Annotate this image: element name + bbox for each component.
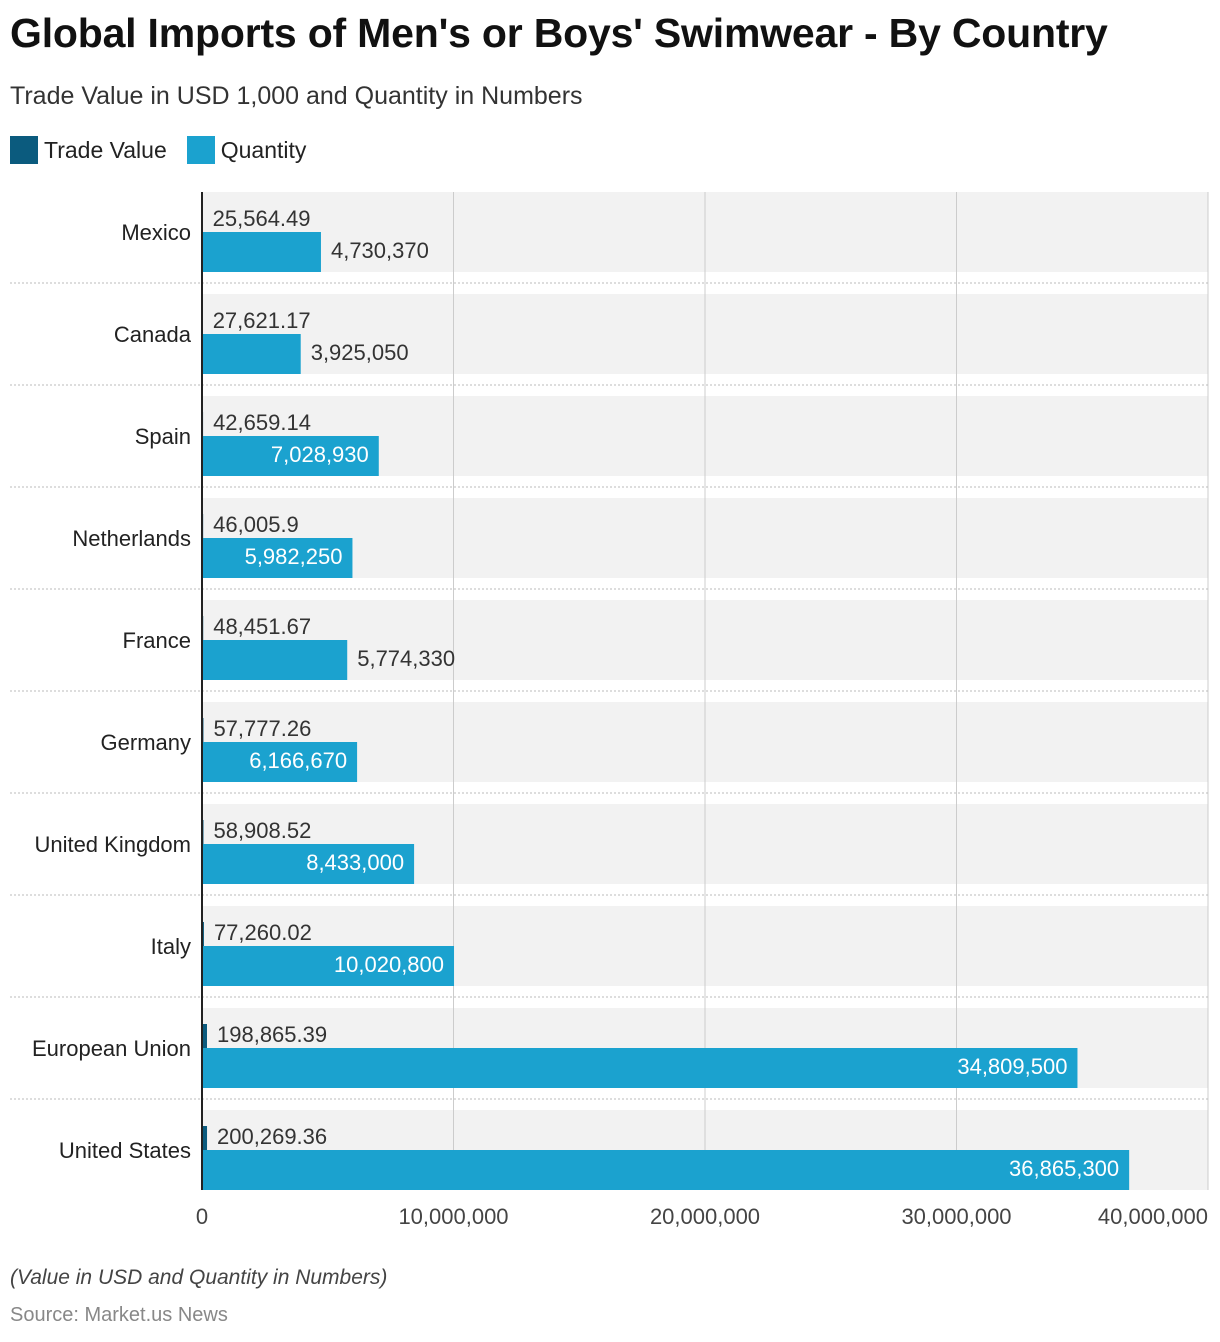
legend-item-quantity: Quantity	[186, 136, 307, 164]
category-label: Netherlands	[72, 526, 191, 551]
category-label: Italy	[151, 934, 191, 959]
trade-value-label: 200,269.36	[217, 1124, 327, 1149]
x-tick-label: 0	[196, 1204, 208, 1229]
legend-item-trade-value: Trade Value	[10, 136, 167, 164]
trade-value-label: 58,908.52	[213, 818, 311, 843]
x-tick-label: 20,000,000	[650, 1204, 760, 1229]
quantity-bar	[202, 946, 455, 986]
chart-source: Source: Market.us News	[10, 1304, 228, 1326]
quantity-label: 5,774,330	[357, 646, 455, 671]
trade-value-label: 25,564.49	[213, 206, 311, 231]
quantity-label: 36,865,300	[1009, 1156, 1119, 1181]
trade-value-label: 77,260.02	[214, 920, 312, 945]
quantity-label: 34,809,500	[957, 1054, 1067, 1079]
legend-swatch-quantity	[186, 136, 215, 164]
category-label: France	[123, 628, 191, 653]
legend-swatch-trade-value	[10, 136, 38, 164]
quantity-label: 4,730,370	[331, 238, 429, 263]
category-label: Canada	[114, 322, 192, 347]
category-label: Mexico	[121, 220, 191, 245]
quantity-bar	[202, 844, 415, 884]
trade-value-label: 48,451.67	[213, 614, 311, 639]
legend: Trade Value Quantity	[10, 136, 326, 164]
category-label: European Union	[32, 1036, 191, 1061]
trade-value-label: 46,005.9	[213, 512, 299, 537]
quantity-label: 10,020,800	[334, 952, 444, 977]
quantity-label: 3,925,050	[311, 340, 409, 365]
quantity-bar	[202, 742, 358, 782]
quantity-bar	[202, 232, 321, 272]
quantity-label: 7,028,930	[271, 442, 369, 467]
quantity-bar	[202, 334, 301, 374]
trade-value-bar	[202, 1024, 208, 1059]
chart-note: (Value in USD and Quantity in Numbers)	[10, 1266, 388, 1289]
chart-subtitle: Trade Value in USD 1,000 and Quantity in…	[10, 82, 583, 110]
trade-value-label: 27,621.17	[213, 308, 311, 333]
legend-label-quantity: Quantity	[220, 136, 307, 163]
quantity-bar	[202, 640, 348, 680]
quantity-bar	[202, 1048, 1078, 1088]
quantity-bar	[202, 1150, 1130, 1190]
quantity-label: 8,433,000	[306, 850, 404, 875]
trade-value-bar	[202, 1126, 208, 1161]
x-tick-label: 10,000,000	[398, 1204, 508, 1229]
category-label: United Kingdom	[34, 832, 191, 857]
trade-value-label: 42,659.14	[213, 410, 311, 435]
category-label: Spain	[135, 424, 191, 449]
x-tick-label: 30,000,000	[901, 1204, 1011, 1229]
quantity-bar	[202, 436, 379, 476]
trade-value-label: 57,777.26	[213, 716, 311, 741]
legend-label-trade-value: Trade Value	[44, 136, 167, 163]
quantity-bar	[202, 538, 353, 578]
chart-title: Global Imports of Men's or Boys' Swimwea…	[10, 10, 1108, 56]
quantity-label: 6,166,670	[249, 748, 347, 773]
category-label: Germany	[101, 730, 191, 755]
quantity-label: 5,982,250	[245, 544, 343, 569]
category-label: United States	[59, 1138, 191, 1163]
trade-value-label: 198,865.39	[217, 1022, 327, 1047]
x-tick-label: 40,000,000	[1098, 1204, 1208, 1229]
